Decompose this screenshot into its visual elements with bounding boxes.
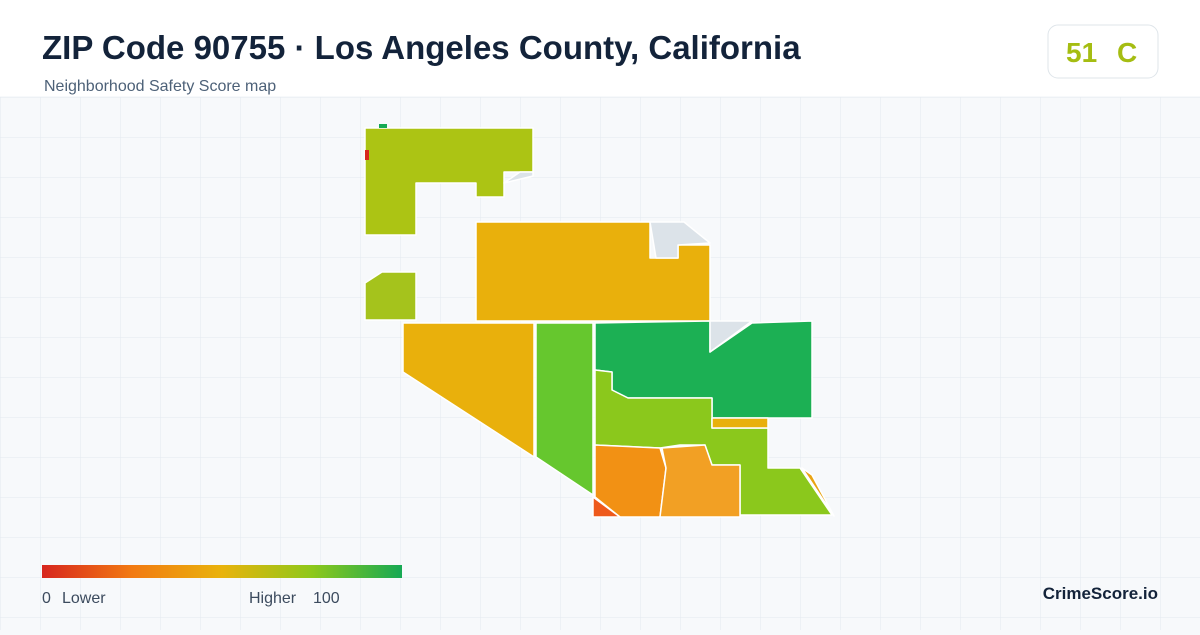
legend-min-label: Lower	[62, 590, 106, 607]
area	[402, 322, 535, 458]
legend-max: 100	[313, 590, 340, 607]
area	[594, 369, 833, 516]
area	[592, 496, 621, 518]
subtitle: Neighborhood Safety Score map	[44, 78, 276, 95]
area	[379, 124, 387, 128]
legend-max-label: Higher	[249, 590, 297, 607]
title: ZIP Code 90755 · Los Angeles County, Cal…	[42, 29, 801, 66]
score-badge	[1047, 24, 1159, 79]
brand: CrimeScore.io	[1043, 584, 1158, 603]
area	[365, 150, 369, 160]
area-no-data	[503, 171, 534, 184]
map	[364, 124, 835, 518]
legend-min: 0	[42, 590, 51, 607]
legend-scale	[42, 565, 402, 578]
header-bg	[0, 0, 1200, 96]
area	[535, 322, 594, 496]
area	[364, 271, 417, 321]
area-no-data	[709, 320, 753, 353]
score-grade: C	[1117, 37, 1137, 68]
area	[711, 417, 769, 429]
area	[659, 444, 741, 518]
area-no-data	[649, 221, 711, 259]
score-value: 51	[1066, 37, 1097, 68]
area	[801, 467, 835, 517]
area	[364, 127, 534, 236]
